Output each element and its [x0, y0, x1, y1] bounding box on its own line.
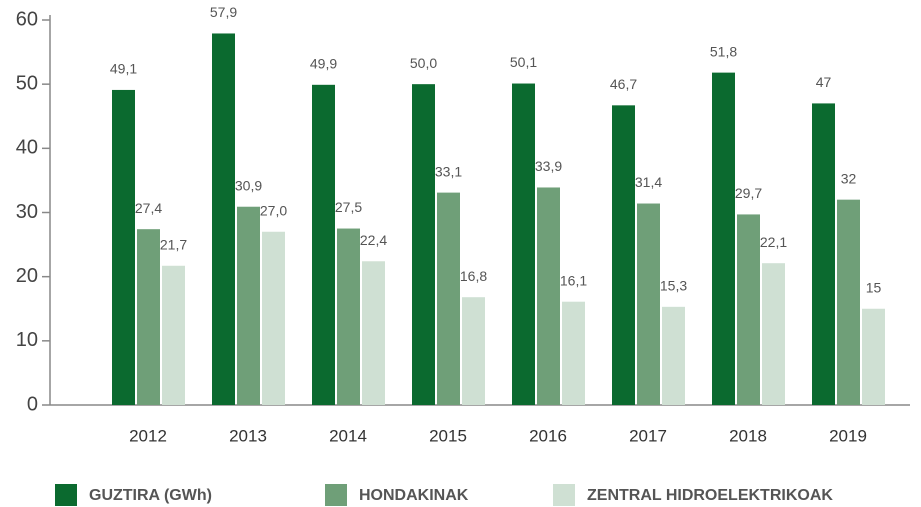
legend-label: HONDAKINAK — [359, 487, 469, 504]
bar — [162, 265, 185, 405]
y-tick-label: 60 — [16, 8, 38, 30]
value-label: 47 — [816, 74, 832, 90]
value-label: 27,4 — [135, 200, 162, 216]
value-label: 51,8 — [710, 43, 737, 59]
legend-swatch — [553, 484, 575, 506]
value-label: 32 — [841, 170, 857, 186]
bar — [437, 192, 460, 405]
bar — [737, 214, 760, 405]
bar — [712, 72, 735, 405]
bar — [212, 33, 235, 405]
value-label: 50,1 — [510, 54, 537, 70]
bar — [762, 263, 785, 405]
value-label: 15,3 — [660, 278, 687, 294]
bar — [137, 229, 160, 405]
y-tick-label: 20 — [16, 265, 38, 287]
x-tick-label: 2015 — [429, 426, 467, 445]
y-tick-label: 50 — [16, 72, 38, 94]
y-tick-label: 0 — [27, 393, 38, 415]
value-label: 33,9 — [535, 158, 562, 174]
bar — [462, 297, 485, 405]
bar — [637, 203, 660, 405]
x-tick-label: 2014 — [329, 426, 367, 445]
x-tick-label: 2012 — [129, 426, 167, 445]
x-tick-label: 2013 — [229, 426, 267, 445]
bar — [237, 206, 260, 405]
legend-swatch — [325, 484, 347, 506]
bar — [562, 301, 585, 405]
bar — [362, 261, 385, 405]
value-label: 21,7 — [160, 236, 187, 252]
bar — [837, 199, 860, 405]
value-label: 15 — [866, 279, 882, 295]
value-label: 33,1 — [435, 163, 462, 179]
value-label: 50,0 — [410, 55, 437, 71]
legend-label: GUZTIRA (GWh) — [89, 487, 212, 504]
value-label: 31,4 — [635, 174, 662, 190]
bar — [312, 84, 335, 405]
value-label: 29,7 — [735, 185, 762, 201]
bar — [412, 84, 435, 406]
bar — [862, 308, 885, 405]
x-tick-label: 2018 — [729, 426, 767, 445]
bar — [612, 105, 635, 405]
bar — [537, 187, 560, 405]
legend-swatch — [55, 484, 77, 506]
bar — [262, 231, 285, 405]
legend-label: ZENTRAL HIDROELEKTRIKOAK — [587, 487, 833, 504]
bar — [812, 103, 835, 406]
bar — [662, 306, 685, 405]
y-tick-label: 10 — [16, 329, 38, 351]
bar — [112, 89, 135, 406]
value-label: 27,0 — [260, 202, 287, 218]
x-tick-label: 2019 — [829, 426, 867, 445]
value-label: 27,5 — [335, 199, 362, 215]
value-label: 16,1 — [560, 272, 587, 288]
bar — [512, 83, 535, 406]
value-label: 49,9 — [310, 56, 337, 72]
y-tick-label: 30 — [16, 201, 38, 223]
value-label: 22,1 — [760, 234, 787, 250]
value-label: 49,1 — [110, 61, 137, 77]
value-label: 16,8 — [460, 268, 487, 284]
y-tick-label: 40 — [16, 137, 38, 159]
x-tick-label: 2016 — [529, 426, 567, 445]
value-label: 46,7 — [610, 76, 637, 92]
bar — [337, 228, 360, 405]
x-tick-label: 2017 — [629, 426, 667, 445]
value-label: 57,9 — [210, 4, 237, 20]
value-label: 30,9 — [235, 177, 262, 193]
value-label: 22,4 — [360, 232, 387, 248]
